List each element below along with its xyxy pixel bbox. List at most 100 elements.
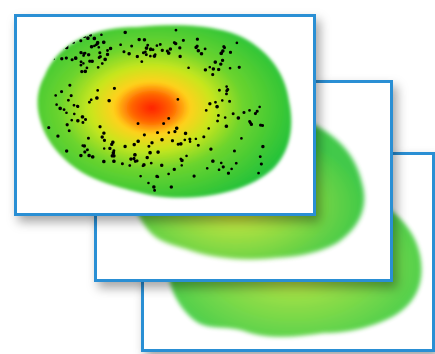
data-point (155, 44, 159, 47)
data-point (147, 144, 151, 148)
data-point (54, 94, 58, 97)
data-point (85, 66, 89, 70)
data-point (95, 96, 99, 100)
data-point (100, 135, 104, 139)
data-point (103, 57, 107, 62)
data-point (88, 59, 92, 63)
data-point (217, 168, 221, 172)
data-point (146, 43, 150, 47)
data-point (98, 51, 102, 55)
data-point (173, 130, 177, 134)
data-point (132, 157, 136, 161)
data-point (79, 63, 83, 67)
data-point (72, 112, 76, 116)
data-point (82, 144, 86, 148)
data-point (196, 49, 201, 53)
data-point (147, 181, 150, 185)
data-point (90, 59, 94, 63)
data-point (156, 131, 159, 135)
data-point (208, 65, 212, 69)
data-point (194, 137, 198, 141)
data-point (108, 46, 113, 51)
data-point (167, 131, 171, 134)
data-point (112, 86, 116, 90)
data-point (232, 149, 236, 153)
data-point (178, 46, 182, 50)
data-point (207, 127, 210, 130)
data-point (68, 41, 71, 45)
data-point (69, 94, 73, 98)
data-point (214, 100, 217, 104)
data-point (87, 153, 91, 158)
data-point (183, 131, 188, 136)
data-point (60, 57, 64, 61)
heatmap-shape-front (37, 25, 292, 198)
data-point (67, 98, 70, 102)
data-point (158, 42, 162, 46)
data-point (86, 36, 90, 40)
data-point (156, 150, 160, 154)
data-point (88, 100, 91, 104)
data-point (150, 141, 154, 145)
data-point (66, 43, 69, 47)
data-point (213, 60, 218, 64)
data-point (224, 124, 229, 128)
data-point (208, 102, 212, 106)
data-point (149, 161, 153, 165)
data-point (152, 185, 156, 189)
data-point (84, 118, 88, 122)
data-point (100, 62, 104, 65)
data-point (178, 54, 182, 59)
data-point (226, 87, 230, 92)
data-point (230, 167, 233, 171)
data-point (258, 105, 261, 109)
data-point (89, 98, 93, 102)
data-point (261, 144, 265, 149)
data-point (172, 167, 176, 172)
data-point (217, 67, 221, 72)
data-point (47, 126, 51, 130)
data-point (258, 155, 262, 159)
data-point (259, 123, 263, 127)
data-point (30, 148, 33, 151)
data-point (219, 51, 224, 56)
data-point (228, 50, 233, 54)
data-point (83, 150, 87, 154)
data-point (102, 159, 106, 164)
data-point (228, 66, 232, 70)
data-point (218, 88, 221, 92)
data-point (202, 135, 206, 139)
data-point (76, 119, 80, 123)
data-point (112, 154, 116, 158)
data-point (128, 164, 132, 167)
data-point (180, 158, 184, 163)
data-point (79, 60, 83, 64)
heatmap-front (30, 25, 292, 198)
data-point (49, 48, 53, 52)
data-point (162, 122, 166, 126)
data-point (192, 174, 196, 178)
data-point (60, 32, 64, 36)
data-point (188, 137, 192, 141)
data-point (58, 106, 62, 111)
data-point (209, 147, 213, 151)
data-point (76, 104, 79, 108)
data-point (92, 36, 97, 41)
data-point (89, 45, 94, 49)
data-point (155, 174, 159, 179)
data-point (221, 165, 225, 169)
data-point (80, 115, 85, 119)
data-point (220, 58, 225, 62)
data-point (153, 188, 156, 192)
data-point (203, 47, 207, 51)
data-point (97, 45, 101, 49)
data-point (79, 153, 83, 158)
data-point (144, 46, 148, 50)
data-point (102, 131, 106, 135)
data-point (144, 50, 147, 54)
data-point (220, 99, 224, 102)
data-point (66, 32, 71, 36)
data-point (62, 108, 66, 112)
data-point (83, 51, 87, 55)
map-layer-front (14, 14, 316, 216)
